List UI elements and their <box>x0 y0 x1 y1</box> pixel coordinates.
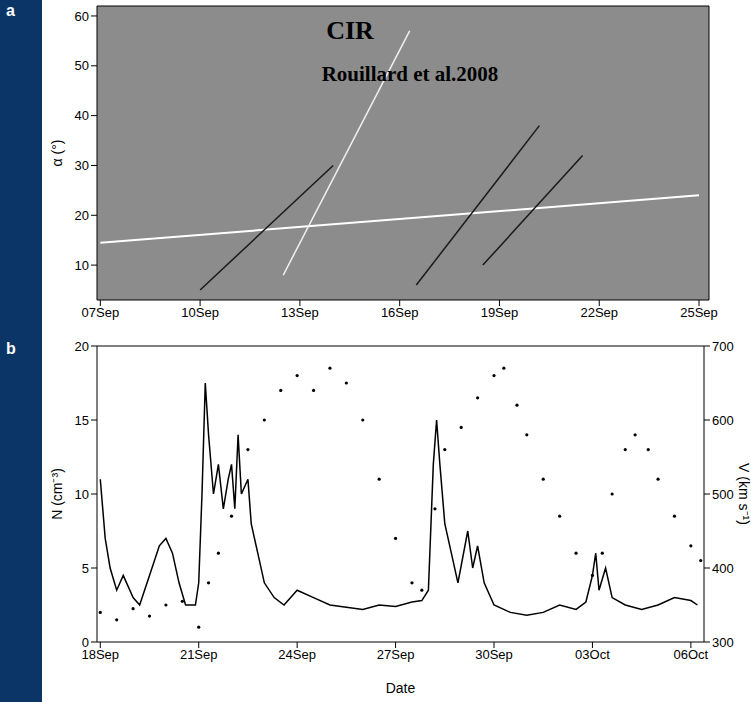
svg-text:27Sep: 27Sep <box>377 647 415 662</box>
svg-text:10: 10 <box>75 258 89 273</box>
svg-text:10: 10 <box>75 487 89 502</box>
svg-text:30Sep: 30Sep <box>475 647 513 662</box>
svg-text:700: 700 <box>712 339 734 354</box>
svg-text:V (km s⁻¹): V (km s⁻¹) <box>736 463 751 525</box>
svg-text:15: 15 <box>75 413 89 428</box>
svg-text:50: 50 <box>75 58 89 73</box>
html-text:b: b <box>6 340 16 357</box>
html-text:Rouillard et al.2008: Rouillard et al.2008 <box>321 62 499 86</box>
svg-text:10Sep: 10Sep <box>181 305 219 320</box>
svg-text:21Sep: 21Sep <box>180 647 218 662</box>
svg-text:400: 400 <box>712 561 734 576</box>
svg-text:0: 0 <box>82 635 89 650</box>
svg-text:06Oct: 06Oct <box>674 647 709 662</box>
svg-text:25Sep: 25Sep <box>680 305 718 320</box>
svg-text:19Sep: 19Sep <box>481 305 519 320</box>
svg-text:20: 20 <box>75 339 89 354</box>
svg-text:18Sep: 18Sep <box>81 647 120 663</box>
svg-text:α (°): α (°) <box>49 140 65 167</box>
svg-text:600: 600 <box>712 413 734 428</box>
html-text:CIR: CIR <box>326 16 374 45</box>
svg-text:22Sep: 22Sep <box>580 305 618 320</box>
svg-text:N (cm⁻³): N (cm⁻³) <box>49 468 65 520</box>
svg-text:30: 30 <box>75 158 89 173</box>
svg-text:20: 20 <box>75 208 89 223</box>
svg-text:16Sep: 16Sep <box>381 305 419 320</box>
svg-text:500: 500 <box>712 487 734 502</box>
svg-text:300: 300 <box>712 635 734 650</box>
html-text:a: a <box>6 2 15 19</box>
svg-text:Date: Date <box>386 680 416 696</box>
svg-text:07Sep: 07Sep <box>82 305 120 320</box>
svg-text:5: 5 <box>82 561 89 576</box>
svg-text:40: 40 <box>75 108 89 123</box>
svg-text:13Sep: 13Sep <box>281 305 319 320</box>
svg-text:03Oct: 03Oct <box>575 647 610 662</box>
svg-text:24Sep: 24Sep <box>278 647 316 662</box>
svg-text:60: 60 <box>75 9 89 24</box>
